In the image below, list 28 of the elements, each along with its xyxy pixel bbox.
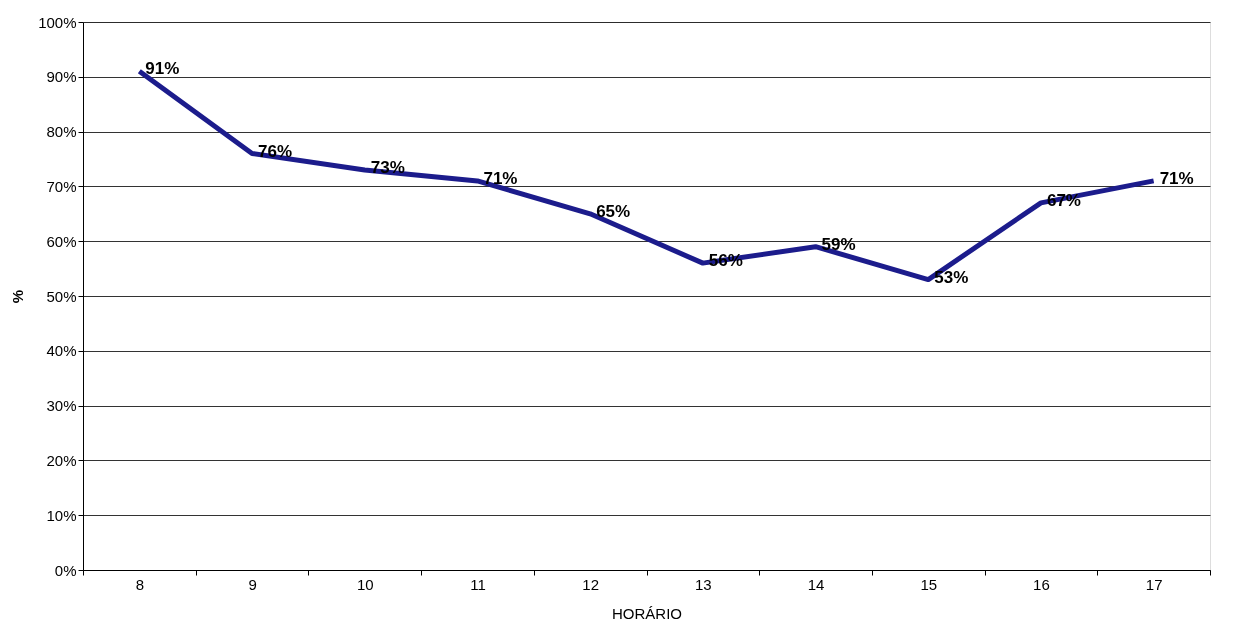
data-label: 91% <box>145 59 180 79</box>
x-tick-label: 8 <box>135 575 145 593</box>
x-tick-label: 10 <box>356 575 374 593</box>
x-tick-label: 17 <box>1145 575 1163 593</box>
x-axis-title: HORÁRIO <box>611 604 683 622</box>
y-tick-label: 70% <box>46 177 77 195</box>
x-tick-label: 11 <box>470 575 486 593</box>
data-label: 53% <box>934 267 969 287</box>
y-tick-label: 60% <box>46 232 77 250</box>
y-tick-label: 0% <box>54 561 77 579</box>
y-tick-label: 80% <box>46 123 77 141</box>
x-tick-label: 13 <box>695 575 712 593</box>
x-tick-label: 14 <box>807 575 825 593</box>
data-label: 71% <box>1159 168 1194 188</box>
data-label: 71% <box>483 168 518 188</box>
y-tick-label: 100% <box>38 13 77 31</box>
y-axis-title: % <box>9 289 27 304</box>
y-tick-label: 10% <box>46 506 77 524</box>
y-tick-label: 90% <box>46 68 77 86</box>
y-tick-label: 50% <box>46 287 77 305</box>
y-tick-label: 30% <box>46 397 77 415</box>
x-tick-label: 16 <box>1033 575 1050 593</box>
data-label: 65% <box>596 201 631 221</box>
y-tick-label: 40% <box>46 342 77 360</box>
y-tick-label: 20% <box>46 451 77 469</box>
x-tick-label: 12 <box>582 575 599 593</box>
x-tick-label: 15 <box>920 575 938 593</box>
x-tick-label: 9 <box>248 575 257 593</box>
